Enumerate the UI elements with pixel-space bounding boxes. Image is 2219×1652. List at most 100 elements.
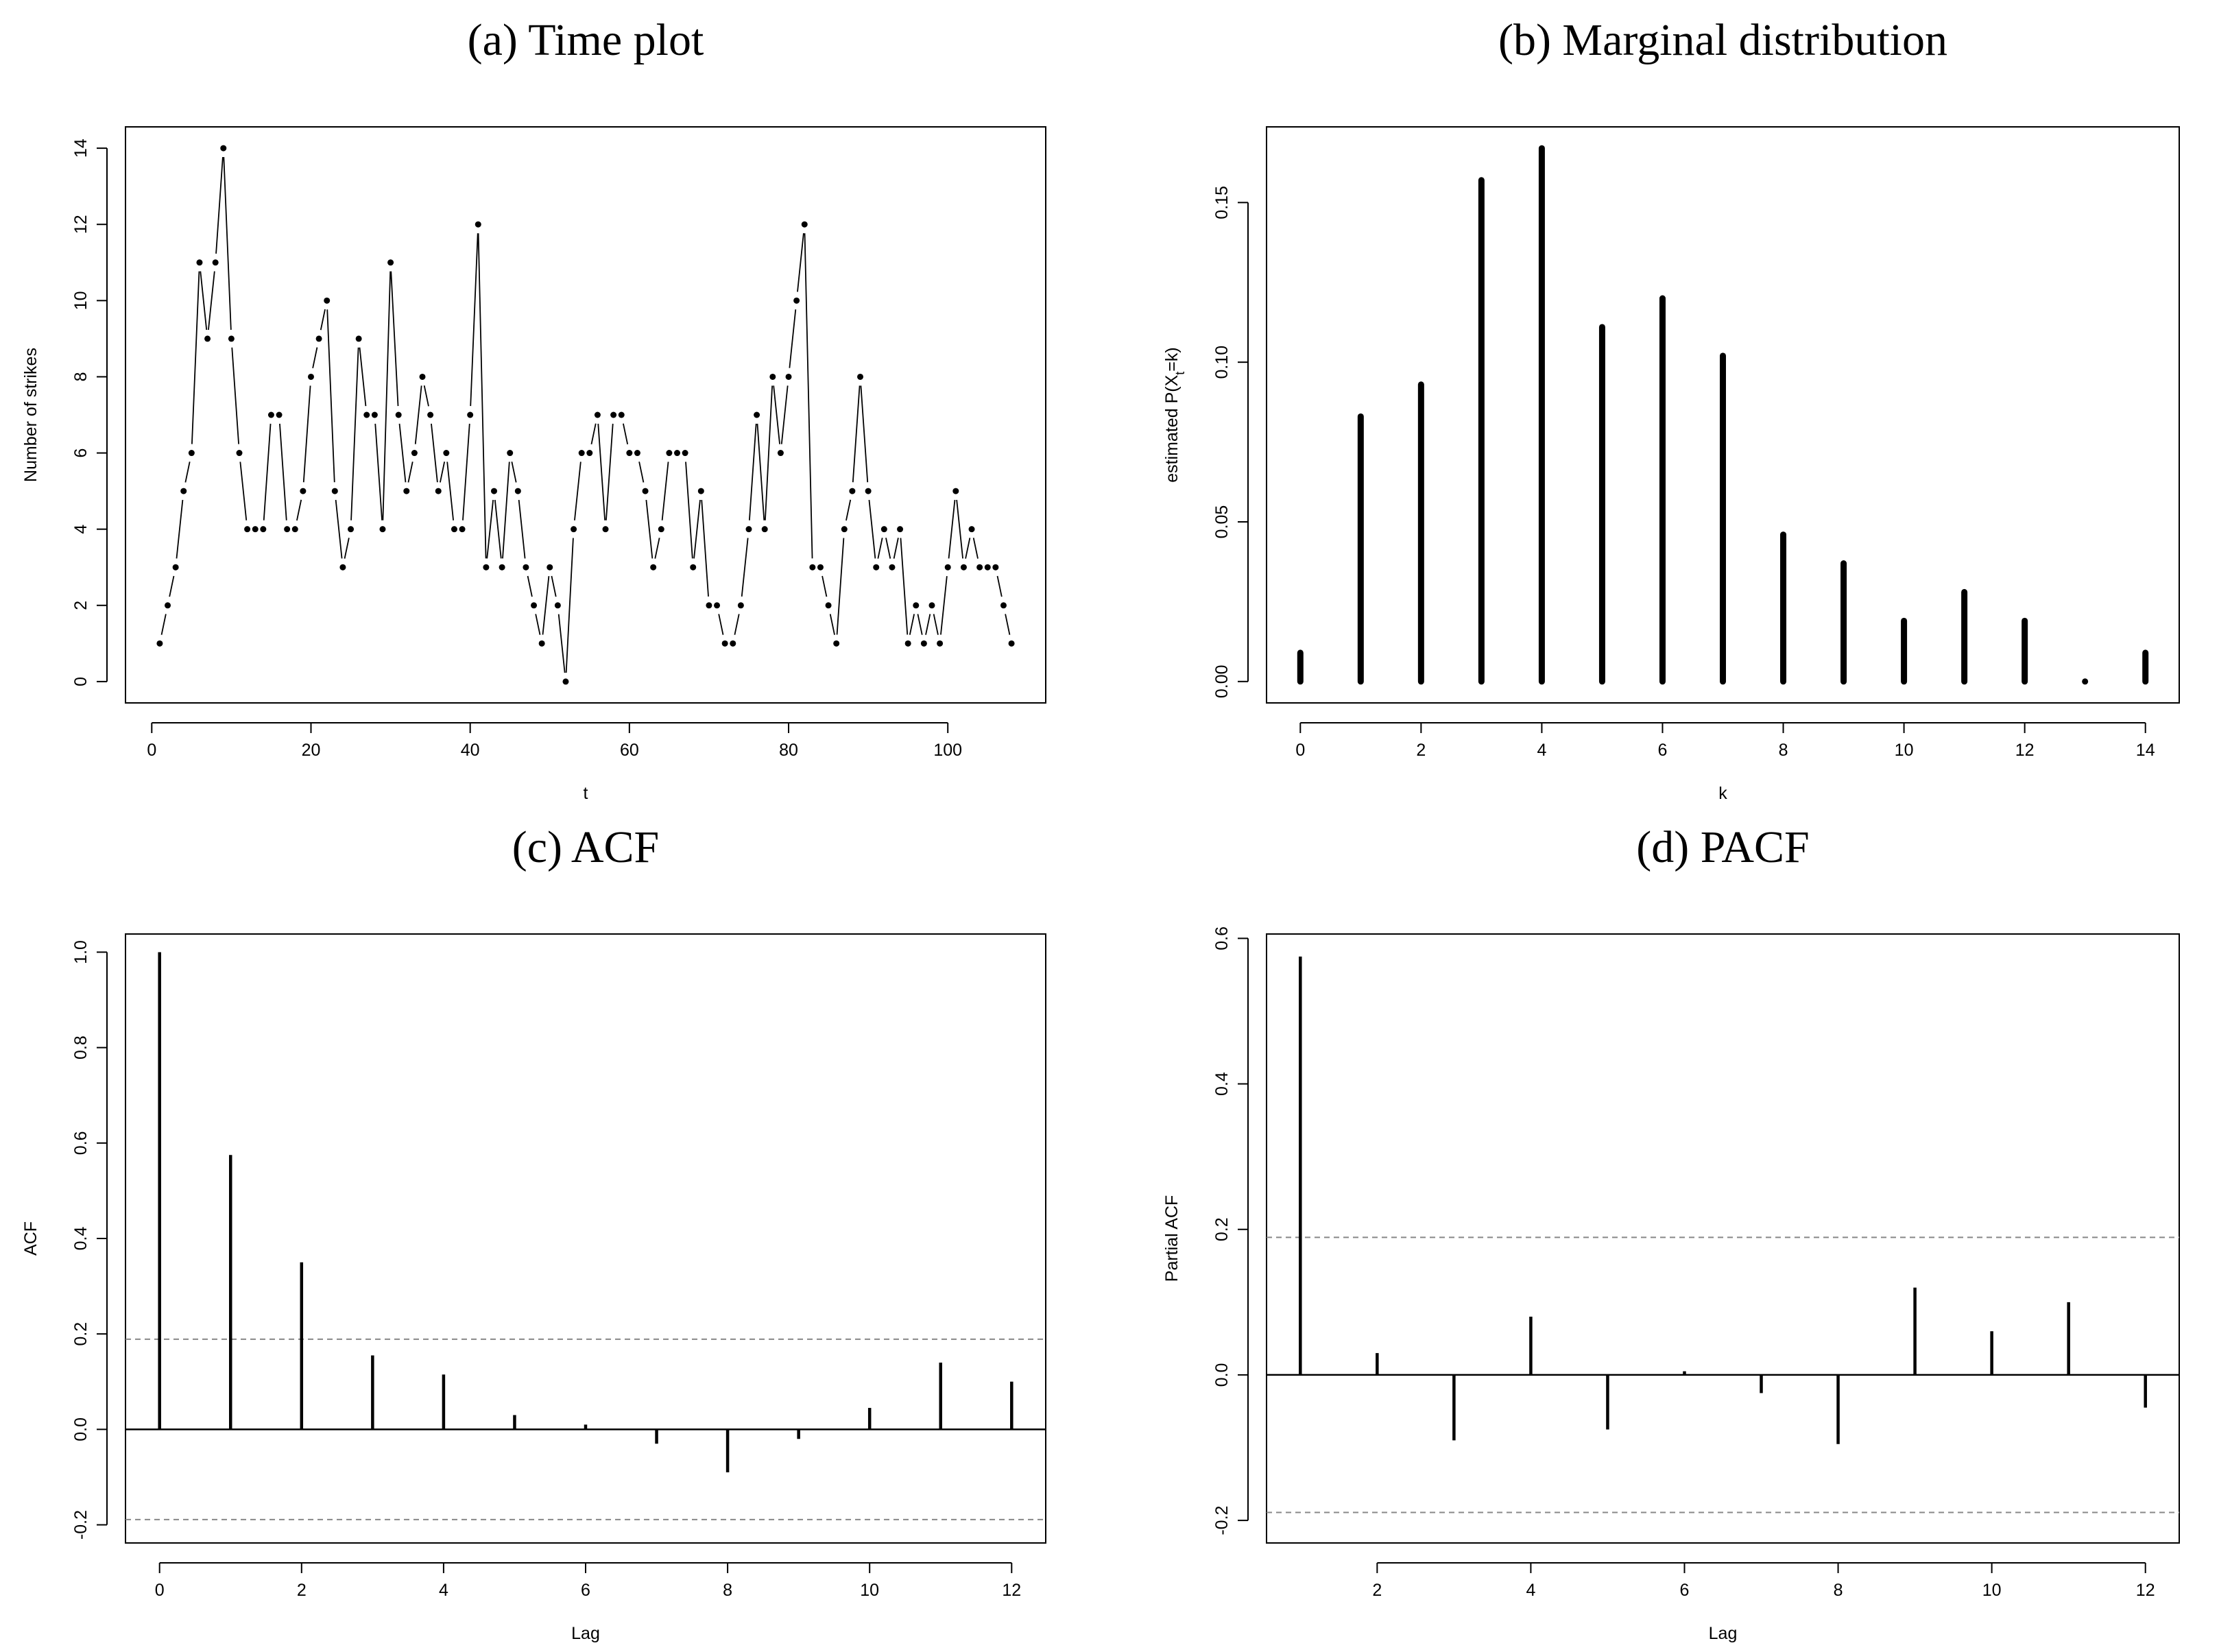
point (483, 564, 490, 571)
point (952, 488, 959, 494)
point (507, 450, 514, 457)
point (642, 488, 649, 494)
x-tick-label: 40 (461, 741, 480, 760)
point (626, 450, 633, 457)
point (244, 526, 251, 533)
point (880, 526, 887, 533)
point (307, 373, 314, 380)
y-tick-label: 0.10 (1212, 346, 1232, 379)
point (419, 373, 426, 380)
point (904, 640, 911, 647)
panel-title: (d) PACF (1636, 822, 1810, 872)
y-axis-label: Partial ACF (1162, 1195, 1182, 1282)
x-axis-label: Lag (1709, 1624, 1738, 1643)
y-tick-label: 0.8 (71, 1036, 91, 1060)
plot-box (125, 126, 1046, 704)
y-axis-label: Number of strikes (21, 348, 40, 482)
x-axis-label: Lag (571, 1624, 600, 1643)
y-tick-label: -0.2 (1212, 1506, 1232, 1535)
point (730, 640, 736, 647)
point (204, 335, 211, 342)
panel-title: (a) Time plot (468, 15, 704, 65)
y-tick-label: 0.4 (1212, 1072, 1232, 1096)
x-tick-label: 8 (1779, 741, 1788, 760)
x-tick-label: 12 (2136, 1581, 2155, 1600)
point (188, 450, 195, 457)
point (252, 526, 259, 533)
y-tick-label: 14 (71, 139, 91, 158)
x-tick-label: 10 (860, 1581, 879, 1600)
point (745, 526, 752, 533)
point (196, 259, 203, 266)
point (435, 488, 442, 494)
plot-area (125, 952, 1046, 1520)
x-tick-label: 4 (439, 1581, 448, 1600)
plot-area (1267, 956, 2179, 1513)
point (697, 488, 704, 494)
point (475, 221, 481, 228)
point (260, 526, 267, 533)
point (721, 640, 728, 647)
plot-box (1266, 126, 2180, 704)
point (427, 411, 434, 418)
point (1008, 640, 1015, 647)
y-tick-label: 1.0 (71, 940, 91, 964)
x-tick-label: 8 (723, 1581, 732, 1600)
point (324, 297, 331, 304)
y-tick-label: 2 (71, 601, 91, 610)
y-axis-label-part: t (1173, 372, 1187, 375)
point (379, 526, 386, 533)
x-tick-label: 4 (1537, 741, 1546, 760)
panel-title: (c) ACF (512, 822, 660, 872)
plot-area (1297, 145, 2149, 685)
point (825, 602, 832, 609)
y-tick-label: 0.0 (71, 1417, 91, 1441)
point (674, 450, 681, 457)
point (331, 488, 338, 494)
point (777, 450, 784, 457)
y-axis-label-part: =k) (1162, 347, 1182, 371)
y-axis-label-part: Partial ACF (1162, 1195, 1182, 1282)
point (236, 450, 243, 457)
point (554, 602, 561, 609)
point (451, 526, 457, 533)
point (228, 335, 235, 342)
point (578, 450, 585, 457)
point (443, 450, 450, 457)
point (976, 564, 983, 571)
y-axis-label: ACF (21, 1221, 40, 1256)
x-axis-label: k (1718, 784, 1727, 803)
y-tick-label: 12 (71, 215, 91, 234)
point (984, 564, 991, 571)
point (968, 526, 975, 533)
point (785, 373, 792, 380)
x-tick-label: 0 (1295, 741, 1305, 760)
point (267, 411, 274, 418)
x-tick-label: 10 (1895, 741, 1914, 760)
y-axis-label: estimated P(Xt=k) (1162, 347, 1187, 482)
x-tick-label: 6 (1658, 741, 1668, 760)
point (793, 297, 800, 304)
point (490, 488, 497, 494)
x-tick-label: 2 (1416, 741, 1426, 760)
point (841, 526, 848, 533)
point (737, 602, 744, 609)
point (220, 145, 227, 152)
x-tick-label: 60 (620, 741, 639, 760)
point (602, 526, 609, 533)
point (562, 678, 569, 685)
point (300, 488, 307, 494)
point (514, 488, 521, 494)
point (754, 411, 760, 418)
y-tick-label: 6 (71, 448, 91, 458)
point (531, 602, 538, 609)
point (610, 411, 617, 418)
y-tick-label: 0.6 (71, 1131, 91, 1155)
x-tick-label: 14 (2136, 741, 2155, 760)
point (714, 602, 721, 609)
point (594, 411, 601, 418)
point (960, 564, 967, 571)
panel-title: (b) Marginal distribution (1498, 15, 1947, 65)
point (276, 411, 283, 418)
y-axis-label-part: estimated P(X (1162, 374, 1182, 482)
